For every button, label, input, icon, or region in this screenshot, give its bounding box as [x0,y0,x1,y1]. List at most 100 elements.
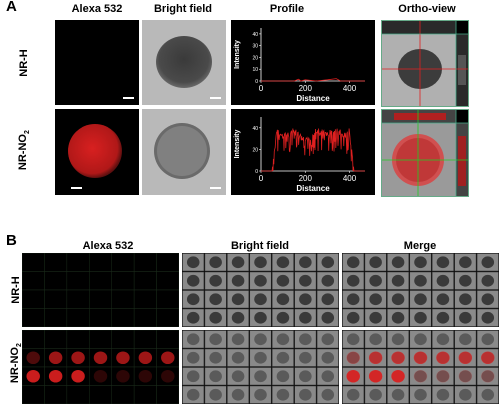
b-nrh-merge-grid [342,253,499,327]
grid-cell [133,308,157,327]
grid-cell [454,330,477,349]
grid-cell [156,385,179,404]
grid-cell [44,385,68,404]
grid-cell [44,308,68,327]
grid-cell [431,308,454,327]
grid-cell [111,385,135,404]
panel-a-col-profile: Profile [269,3,305,15]
grid-cell [227,271,250,290]
scale-bar [210,187,221,189]
grid-cell [111,253,135,272]
grid-cell [22,289,45,309]
grid-cell [89,271,112,291]
grid-cell [89,308,112,327]
grid-cell [44,348,68,368]
grid-cell [476,308,499,327]
grid-cell [387,367,410,386]
grid-cell [364,348,387,367]
grid-cell [133,330,157,349]
grid-cell [476,330,499,349]
grid-cell [409,330,432,349]
grid-cell [156,253,179,272]
grid-cell [66,253,90,272]
panel-a-letter: A [6,0,17,15]
grid-cell [227,330,250,349]
grid-cell [44,289,68,309]
grid-cell [431,330,454,349]
grid-cell [387,271,410,290]
grid-cell [22,385,45,404]
y-axis-label: Intensity [234,40,241,69]
grid-cell [342,290,365,309]
spheroid-image [156,36,212,88]
grid-cell [476,348,499,367]
panel-b-col-merge: Merge [403,240,437,252]
grid-cell [182,253,205,272]
grid-cell [431,290,454,309]
grid-cell [22,271,45,291]
panel-a-col-alexa: Alexa 532 [71,3,123,15]
grid-cell [454,271,477,290]
grid-cell [89,366,112,386]
grid-cell [133,348,157,368]
grid-cell [66,289,90,309]
grid-cell [182,385,205,404]
grid-cell [66,330,90,349]
grid-cell [22,330,45,349]
grid-cell [204,290,227,309]
grid-cell [22,308,45,327]
grid-cell [364,385,387,404]
grid-cell [227,253,250,272]
grid-cell [364,290,387,309]
grid-cell [44,253,68,272]
grid-cell [316,308,339,327]
a-nrh-bright-image [142,20,226,105]
grid-cell [66,366,90,386]
a-nrh-alexa-image [55,20,139,105]
grid-cell [409,348,432,367]
panel-a-row-nrno2: NR-NO2 [16,130,32,171]
x-axis-label: Distance [296,94,330,103]
grid-cell [454,253,477,272]
grid-cell [249,385,272,404]
panel-b-col-bright: Bright field [230,240,290,252]
scale-bar [123,97,134,99]
grid-cell [431,271,454,290]
grid-cell [387,308,410,327]
grid-cell [476,367,499,386]
grid-cell [364,253,387,272]
grid-cell [204,308,227,327]
grid-cell [182,330,205,349]
grid-cell [454,385,477,404]
panel-a-col-bright: Bright field [153,3,213,15]
spheroid-image [154,123,210,179]
grid-cell [133,385,157,404]
grid-cell [364,308,387,327]
grid-cell [204,330,227,349]
grid-cell [316,330,339,349]
a-nrno2-profile-plot: 0 20 40 0 200 400 Distance Intensity [231,109,375,195]
grid-cell [111,271,135,291]
grid-cell [364,271,387,290]
grid-cell [316,290,339,309]
grid-cell [44,330,68,349]
grid-cell [454,308,477,327]
grid-cell [89,348,112,368]
a-nrno2-ortho-image [381,109,469,197]
grid-cell [111,366,135,386]
grid-cell [409,367,432,386]
grid-cell [204,385,227,404]
grid-cell [409,308,432,327]
grid-cell [476,253,499,272]
grid-cell [409,290,432,309]
y-tick-label: 20 [252,55,258,61]
panel-b-col-alexa: Alexa 532 [82,240,134,252]
grid-cell [22,253,45,272]
grid-cell [156,366,179,386]
grid-cell [227,290,250,309]
grid-cell [156,289,179,309]
grid-cell [316,348,339,367]
grid-cell [316,271,339,290]
